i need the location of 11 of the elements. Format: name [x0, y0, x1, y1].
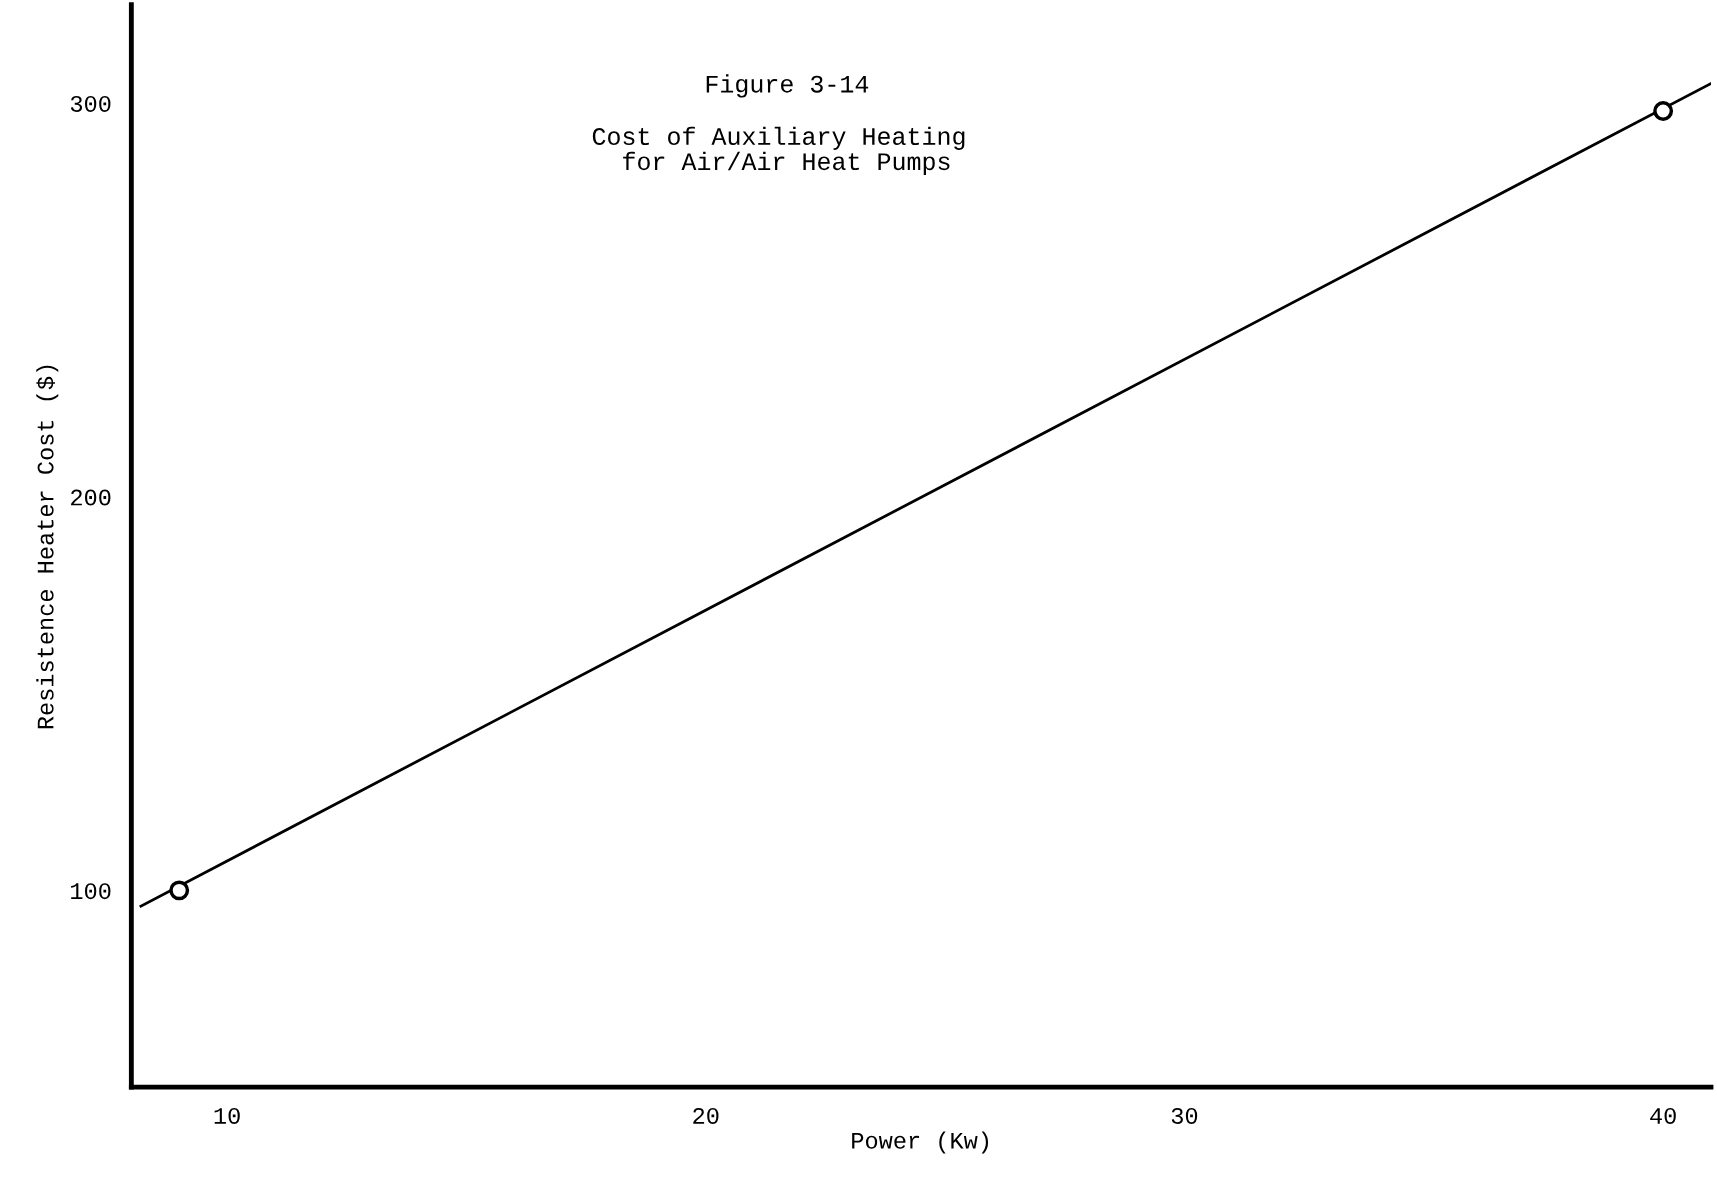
x-axis-title: Power (Kw)	[852, 1131, 989, 1154]
x-tick-label: 30	[1171, 1107, 1198, 1124]
x-tick-label: 40	[1650, 1107, 1676, 1124]
y-tick-label: 300	[70, 95, 111, 112]
y-tick-label: 100	[71, 883, 111, 900]
x-tick-label: 20	[693, 1107, 719, 1124]
text: Figure 3-14	[706, 74, 869, 98]
x-tick-label: 10	[214, 1107, 240, 1124]
y-tick-label: 200	[71, 489, 111, 506]
y-axis-title: Resistence Heater Cost ($)	[36, 365, 59, 729]
text: Cost of Auxiliary Heating for Air/Air Heat Pumps	[592, 126, 965, 176]
